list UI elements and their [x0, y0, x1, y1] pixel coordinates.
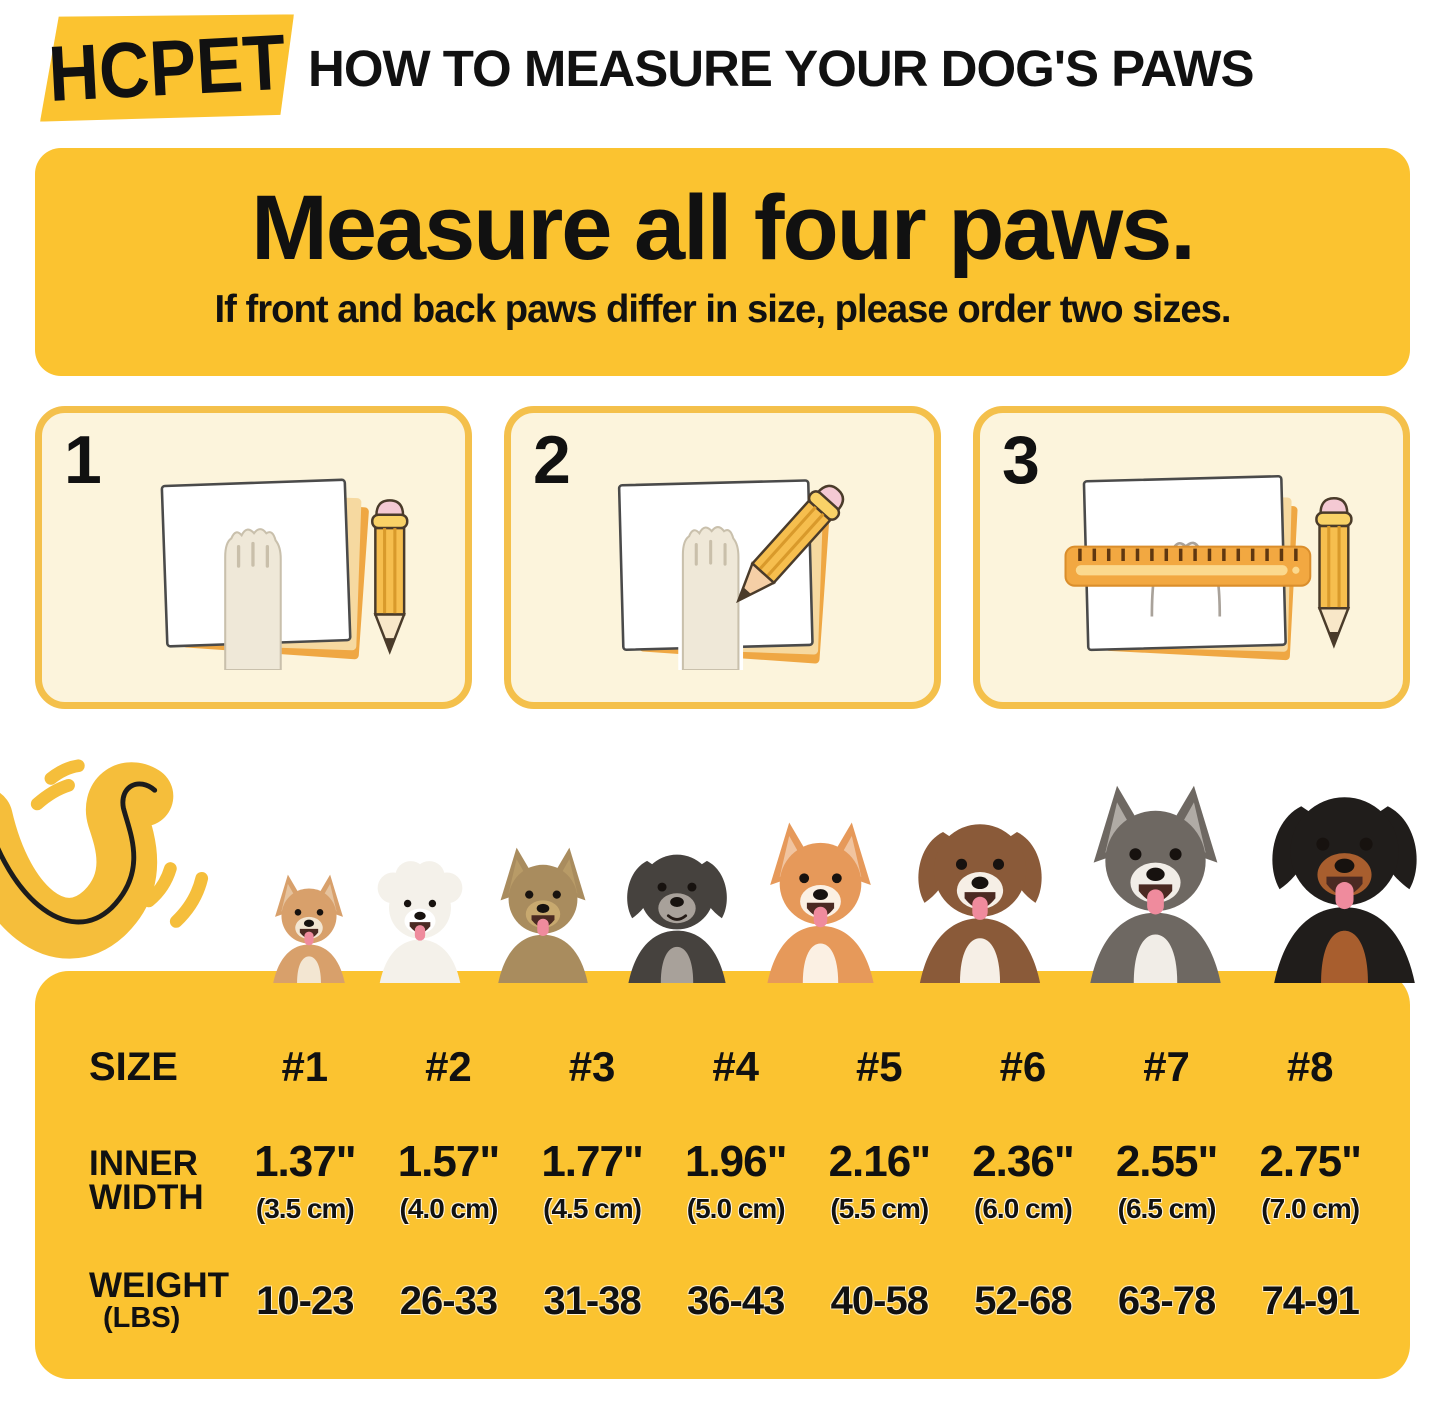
inner-width-cm: (4.5 cm) — [543, 1193, 642, 1224]
inner-width-value: 1.57" (4.0 cm) — [377, 1137, 521, 1225]
inner-width-inches: 1.77" — [541, 1137, 643, 1186]
inner-width-row: INNER WIDTH 1.37" (3.5 cm) 1.57" (4.0 cm) 1.… — [63, 1117, 1382, 1245]
weight-value: 74-91 — [1261, 1278, 1360, 1323]
dog-size-lineup — [0, 759, 1445, 983]
decorative-swoosh-icon — [0, 749, 235, 999]
dog-photo-australian-shepherd — [901, 795, 1059, 983]
paw-on-paper-illustration — [42, 413, 465, 702]
page-title: HOW TO MEASURE YOUR DOG'S PAWS — [308, 39, 1255, 97]
trace-paw-illustration — [511, 413, 934, 702]
inner-width-cm: (5.5 cm) — [830, 1193, 929, 1224]
dog-photo-alaskan-malamute — [1070, 779, 1241, 983]
dog-photo-rottweiler — [1252, 763, 1437, 983]
size-row-label: SIZE — [89, 1044, 178, 1089]
weight-value: 10-23 — [256, 1278, 354, 1323]
size-row: SIZE #1 #2 #3 #4 #5 #6 #7 #8 — [63, 1017, 1382, 1117]
size-value: #7 — [1143, 1043, 1190, 1090]
size-value: #1 — [281, 1043, 329, 1090]
inner-width-value: 2.55" (6.5 cm) — [1095, 1137, 1239, 1225]
weight-value: 36-43 — [687, 1278, 785, 1323]
measurement-steps: 1 2 — [35, 406, 1410, 709]
weight-value: 31-38 — [543, 1278, 641, 1323]
inner-width-cm: (7.0 cm) — [1261, 1193, 1360, 1224]
inner-width-value: 2.75" (7.0 cm) — [1238, 1137, 1382, 1225]
size-value: #6 — [999, 1043, 1047, 1090]
inner-width-cm: (5.0 cm) — [686, 1193, 786, 1224]
size-chart: SIZE #1 #2 #3 #4 #5 #6 #7 #8 INNER WIDTH 1.37" (… — [35, 971, 1410, 1379]
banner-subtitle: If front and back paws differ in size, p… — [214, 288, 1231, 331]
dog-photo-yorkshire-terrier — [484, 843, 602, 983]
inner-width-cm: (6.5 cm) — [1117, 1193, 1217, 1224]
step-number: 3 — [1002, 422, 1040, 498]
dog-photo-miniature-schnauzer — [613, 831, 741, 983]
inner-width-value: 1.96" (5.0 cm) — [664, 1137, 808, 1225]
inner-width-inches: 1.96" — [684, 1137, 787, 1186]
size-value: #5 — [855, 1043, 903, 1090]
dog-photo-bichon-frise — [367, 857, 473, 983]
inner-width-inches: 2.16" — [828, 1137, 931, 1186]
inner-width-value: 2.36" (6.0 cm) — [951, 1137, 1095, 1225]
step-card-2: 2 — [504, 406, 941, 709]
hcpet-logo: HCPET — [42, 10, 292, 126]
inner-width-cm: (4.0 cm) — [399, 1193, 499, 1224]
weight-value: 52-68 — [974, 1278, 1072, 1323]
weight-value: 63-78 — [1117, 1278, 1216, 1323]
weight-value: 40-58 — [830, 1278, 929, 1323]
header: HCPET HOW TO MEASURE YOUR DOG'S PAWS — [0, 0, 1445, 128]
measure-banner: Measure all four paws. If front and back… — [35, 148, 1410, 376]
size-value: #4 — [712, 1043, 760, 1090]
size-value: #3 — [568, 1043, 616, 1090]
inner-width-value: 1.37" (3.5 cm) — [233, 1137, 377, 1225]
dog-row — [262, 763, 1437, 983]
size-value: #8 — [1286, 1043, 1334, 1090]
inner-width-inches: 2.55" — [1115, 1137, 1218, 1186]
inner-width-inches: 2.75" — [1259, 1137, 1361, 1186]
size-value: #2 — [425, 1043, 472, 1090]
inner-width-inches: 1.57" — [397, 1137, 500, 1186]
inner-width-row-label: INNER WIDTH — [89, 1143, 204, 1217]
step-number: 1 — [64, 422, 102, 498]
step-number: 2 — [533, 422, 571, 498]
ruler-measure-illustration — [980, 413, 1403, 702]
logo-text: HCPET — [46, 18, 288, 118]
weight-value: 26-33 — [399, 1278, 498, 1323]
dog-photo-shiba-inu — [751, 817, 890, 983]
inner-width-value: 1.77" (4.5 cm) — [520, 1137, 664, 1225]
inner-width-cm: (6.0 cm) — [974, 1193, 1073, 1224]
inner-width-cm: (3.5 cm) — [255, 1193, 355, 1224]
dog-photo-chihuahua — [262, 871, 356, 983]
weight-row-label: WEIGHT (LBS) — [89, 1265, 229, 1334]
step-card-3: 3 — [973, 406, 1410, 709]
inner-width-value: 2.16" (5.5 cm) — [808, 1137, 952, 1225]
weight-row: WEIGHT (LBS) 10-23 26-33 31-38 36-43 40-58 52… — [63, 1245, 1382, 1357]
step-card-1: 1 — [35, 406, 472, 709]
inner-width-inches: 1.37" — [254, 1137, 356, 1186]
banner-title: Measure all four paws. — [251, 177, 1196, 279]
inner-width-inches: 2.36" — [972, 1137, 1074, 1186]
